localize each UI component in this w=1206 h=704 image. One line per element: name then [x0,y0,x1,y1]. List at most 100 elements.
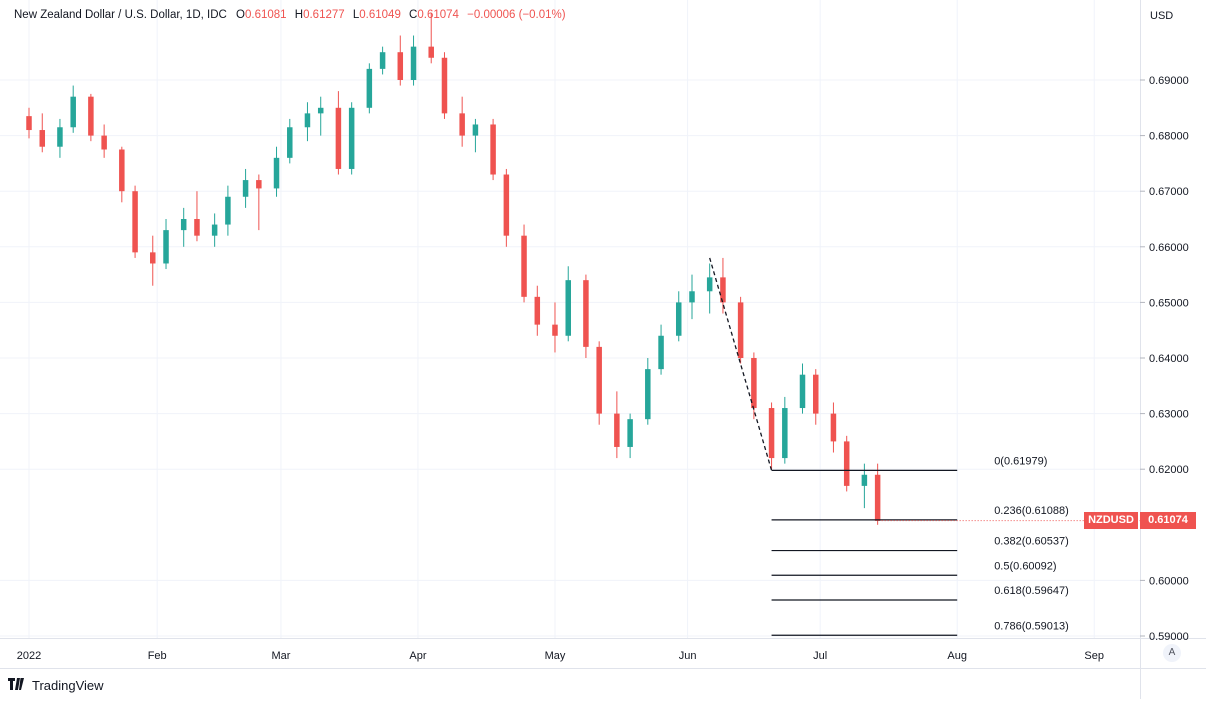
candle-body [39,130,46,147]
close-value: 0.61074 [417,9,459,21]
auto-scale-button[interactable]: A [1163,644,1181,662]
candle-body [830,413,837,442]
x-tick-label: May [545,650,566,662]
fib-level-label: 0.786(0.59013) [994,620,1069,632]
candle-body [583,280,589,347]
candle-body [706,277,713,292]
candle-body [472,124,479,136]
candle-body [751,358,757,409]
candle-body [521,235,527,297]
candle-body [459,113,465,136]
candle-body [242,180,249,197]
y-tick-label: 0.62000 [1149,464,1189,476]
candle-body [88,96,94,136]
y-tick-label: 0.60000 [1149,575,1189,587]
x-tick-label: Mar [271,650,290,662]
candle-body [614,413,620,447]
candle-body [675,302,682,336]
candle-body [565,280,571,336]
candle-body [861,474,868,486]
candle-body [101,135,107,150]
symbol-legend: New Zealand Dollar / U.S. Dollar, 1D, ID… [14,9,566,21]
tradingview-logo-icon [8,677,26,693]
candle-body [768,408,775,459]
x-tick-label: 2022 [17,650,41,662]
candle-body [287,127,293,158]
candle-body [737,302,744,358]
x-tick-label: Sep [1084,650,1104,662]
candle-body [799,374,806,409]
fib-level-label: 0.382(0.60537) [994,536,1069,548]
candle-body [194,219,200,236]
fib-level-label: 0.5(0.60092) [994,560,1056,572]
candle-body [503,174,510,236]
y-tick-label: 0.63000 [1149,409,1189,421]
fib-level-label: 0.236(0.61088) [994,505,1069,517]
candle-body [813,374,819,414]
candle-body [180,219,187,231]
candle-body [119,149,125,192]
low-label: L [352,9,360,21]
tradingview-branding[interactable]: TradingView [8,677,104,693]
candle-body [410,46,417,80]
candle-body [366,68,373,108]
x-tick-label: Apr [409,650,426,662]
candle-body [273,157,280,189]
y-tick-label: 0.64000 [1149,353,1189,365]
y-tick-label: 0.66000 [1149,242,1189,254]
candle-body [70,96,76,128]
x-tick-label: Jun [679,650,697,662]
brand-name: TradingView [32,677,104,693]
candle-body [720,277,726,303]
high-value: 0.61277 [303,9,345,21]
candle-body [256,180,262,189]
candle-body [428,46,434,58]
high-label: H [294,9,304,21]
candle-body [163,230,169,264]
currency-label[interactable]: USD [1150,10,1174,22]
candle-body [874,474,881,521]
candle-body [689,291,695,303]
candle-body [552,324,558,336]
candle-body [211,224,218,236]
candle-body [150,252,156,264]
candle-body [26,116,32,131]
candle-body [225,196,231,225]
open-value: 0.61081 [244,9,287,21]
candle-body [304,113,311,128]
candle-body [490,124,496,175]
change-value: −0.00006 (−0.01%) [467,9,566,21]
fib-level-label: 0.618(0.59647) [994,585,1069,597]
last-price-tag: 0.61074 [1140,512,1196,529]
candle-body [441,57,448,114]
candle-body [782,408,788,459]
open-label: O [236,9,245,21]
symbol-price-tag: NZDUSD [1084,512,1138,529]
y-tick-label: 0.69000 [1149,75,1189,87]
y-tick-label: 0.68000 [1149,131,1189,143]
x-tick-label: Feb [148,650,167,662]
candle-body [658,335,664,370]
candle-body [596,346,602,414]
candle-body [348,107,355,169]
candle-body [645,369,651,420]
y-tick-label: 0.59000 [1149,631,1189,643]
candle-body [627,419,633,447]
candle-body [534,296,541,325]
candle-body [379,52,386,69]
candle-body [57,127,63,147]
candle-body [335,107,342,169]
candle-body [843,441,850,486]
symbol-description: New Zealand Dollar / U.S. Dollar, 1D, ID… [14,9,227,21]
candle-body [132,191,138,253]
y-tick-label: 0.67000 [1149,186,1189,198]
candle-body [317,107,324,114]
fib-level-label: 0(0.61979) [994,455,1047,467]
low-value: 0.61049 [359,9,401,21]
fib-trend-line [709,257,773,471]
y-tick-label: 0.65000 [1149,297,1189,309]
x-tick-label: Jul [813,650,827,662]
candle-body [397,52,404,80]
